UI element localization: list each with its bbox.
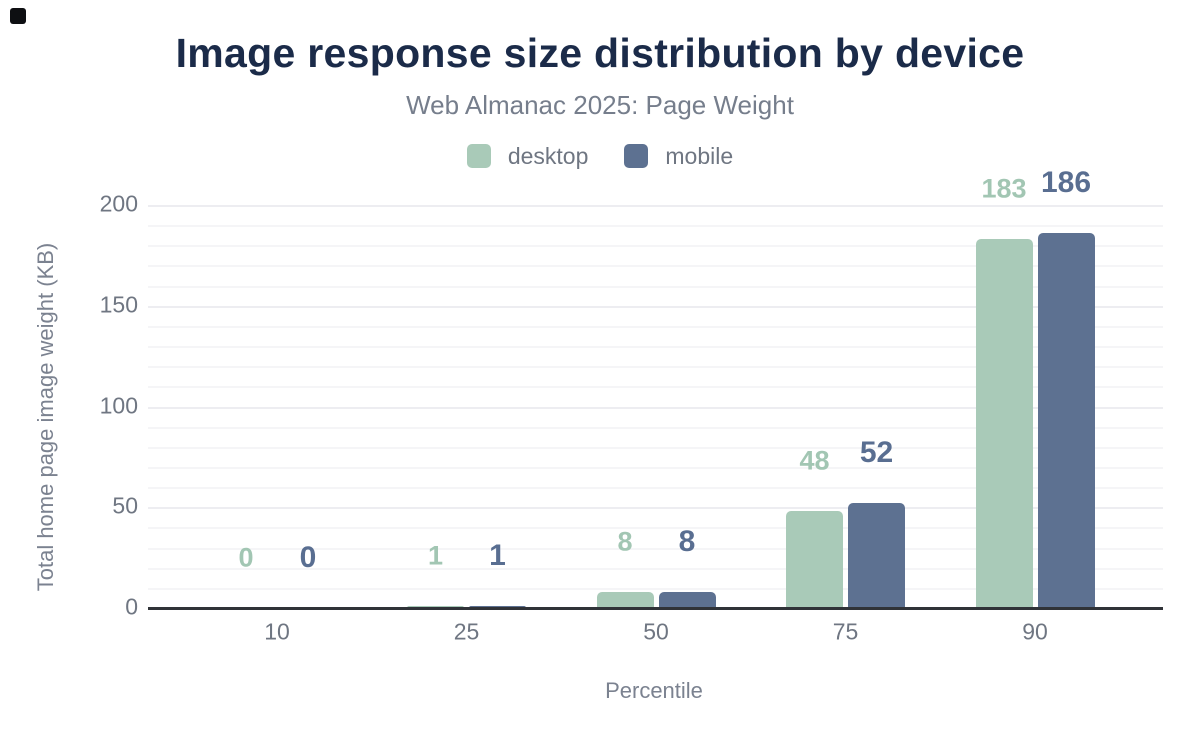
bar-desktop-p75[interactable] [786, 511, 843, 608]
legend: desktop mobile [0, 142, 1200, 170]
bar-label-desktop-p50: 8 [617, 526, 633, 557]
desktop-swatch-icon [466, 144, 491, 168]
bar-mobile-p75[interactable] [848, 503, 905, 608]
major-gridline [148, 407, 1163, 409]
chart-subtitle: Web Almanac 2025: Page Weight [406, 90, 794, 120]
x-tick-label: 10 [264, 618, 290, 645]
minor-gridline [148, 548, 1163, 550]
minor-gridline [148, 326, 1163, 328]
minor-gridline [148, 265, 1163, 267]
x-tick-label: 75 [832, 618, 859, 645]
y-tick-label: 150 [99, 291, 138, 318]
major-gridline [148, 205, 1163, 207]
bar-label-mobile-p50: 8 [678, 525, 696, 558]
mobile-swatch-icon [624, 144, 649, 168]
major-gridline [148, 306, 1163, 308]
x-axis-line [148, 607, 1163, 610]
x-tick-label: 50 [643, 618, 669, 645]
minor-gridline [148, 568, 1163, 570]
bar-mobile-p50[interactable] [658, 592, 716, 608]
bar-mobile-p90[interactable] [1037, 233, 1095, 608]
y-tick-label: 100 [99, 392, 138, 418]
minor-gridline [148, 588, 1163, 590]
bar-label-desktop-p90: 183 [981, 173, 1027, 204]
legend-label: desktop [507, 142, 589, 169]
minor-gridline [148, 447, 1163, 449]
legend-item-mobile[interactable]: mobile [624, 143, 733, 170]
bar-label-mobile-p25: 1 [489, 539, 506, 572]
bar-label-desktop-p10: 0 [238, 542, 254, 573]
minor-gridline [148, 386, 1163, 388]
minor-gridline [148, 346, 1163, 348]
minor-gridline [148, 286, 1163, 288]
bar-label-desktop-p75: 48 [799, 445, 830, 476]
bar-label-mobile-p75: 52 [859, 436, 894, 469]
minor-gridline [148, 366, 1163, 368]
bar-desktop-p90[interactable] [975, 239, 1033, 608]
x-tick-label: 25 [453, 618, 480, 645]
legend-label: mobile [665, 142, 734, 169]
y-tick-label: 200 [99, 190, 138, 217]
bar-label-mobile-p10: 0 [299, 541, 317, 574]
legend-item-desktop[interactable]: desktop [466, 142, 589, 170]
y-tick-label: 50 [112, 492, 138, 519]
bar-label-mobile-p90: 186 [1040, 166, 1092, 199]
bar-label-desktop-p25: 1 [427, 540, 444, 571]
bar-desktop-p50[interactable] [596, 592, 654, 608]
minor-gridline [148, 487, 1163, 489]
y-tick-label: 0 [125, 593, 138, 620]
black-square-icon [10, 8, 26, 24]
y-axis-title: Total home page image weight (KB) [33, 242, 58, 592]
minor-gridline [148, 467, 1163, 469]
major-gridline [148, 507, 1163, 509]
minor-gridline [148, 527, 1163, 529]
chart-title: Image response size distribution by devi… [175, 30, 1025, 76]
x-axis-title: Percentile [605, 678, 703, 703]
minor-gridline [148, 225, 1163, 227]
x-tick-label: 90 [1022, 618, 1048, 645]
minor-gridline [148, 245, 1163, 247]
minor-gridline [148, 427, 1163, 429]
